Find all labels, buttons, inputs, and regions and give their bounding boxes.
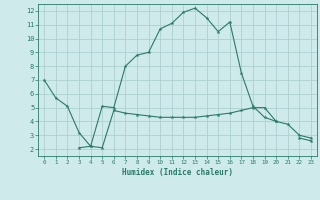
X-axis label: Humidex (Indice chaleur): Humidex (Indice chaleur)	[122, 168, 233, 177]
